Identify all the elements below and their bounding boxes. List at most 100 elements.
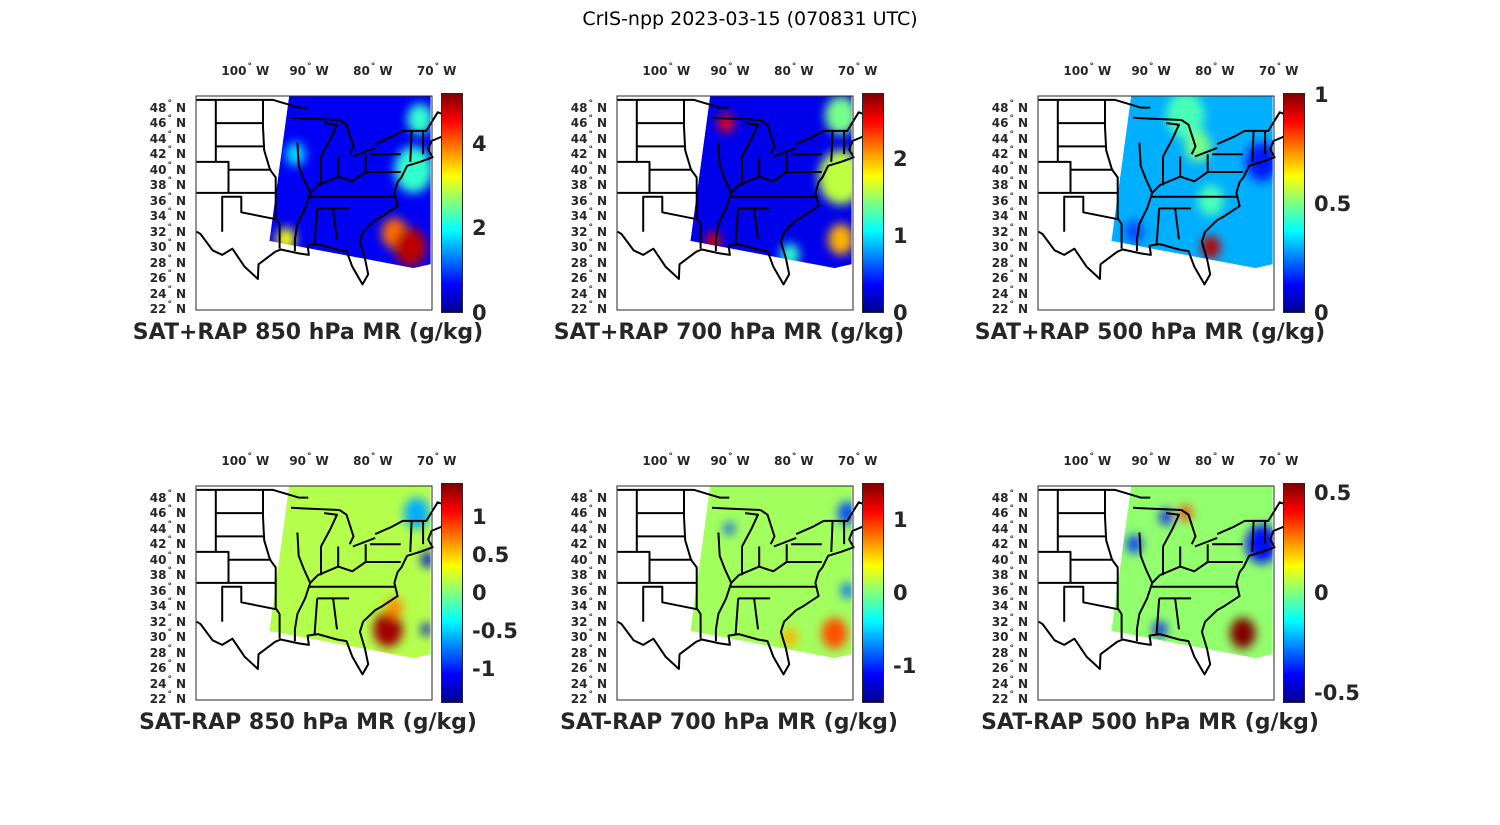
lat-value: 40	[149, 552, 167, 567]
west-label: W	[379, 64, 393, 78]
lat-tick-label: 36° N	[541, 582, 607, 598]
lat-tick-label: 30° N	[541, 238, 607, 254]
degree-symbol: °	[855, 452, 861, 462]
north-label: N	[1017, 116, 1028, 131]
lon-tick-label: 80° W	[774, 62, 813, 78]
lat-value: 40	[991, 162, 1009, 177]
degree-symbol: °	[167, 253, 172, 264]
data-region	[705, 231, 721, 251]
north-label: N	[1017, 131, 1028, 146]
data-region	[821, 617, 848, 649]
boundary-line	[221, 195, 281, 232]
north-label: N	[175, 614, 186, 629]
map-frame	[195, 95, 433, 311]
degree-symbol: °	[588, 519, 593, 530]
degree-symbol: °	[1212, 452, 1218, 462]
north-label: N	[1017, 552, 1028, 567]
north-label: N	[175, 100, 186, 115]
north-label: N	[1017, 521, 1028, 536]
lon-value: 100	[221, 454, 247, 468]
lat-value: 24	[149, 286, 167, 301]
north-label: N	[175, 552, 186, 567]
lat-tick-label: 26° N	[120, 659, 186, 675]
data-region	[782, 627, 798, 647]
boundary-line	[364, 154, 401, 173]
lon-tick-label: 90° W	[710, 452, 749, 468]
lat-tick-label: 46° N	[120, 504, 186, 520]
boundary-line	[741, 512, 759, 547]
data-region	[1166, 96, 1205, 139]
north-label: N	[596, 100, 607, 115]
lat-value: 30	[570, 630, 588, 645]
north-label: N	[175, 255, 186, 270]
degree-symbol: °	[588, 628, 593, 639]
swath-base	[690, 96, 852, 269]
west-label: W	[1097, 454, 1112, 468]
degree-symbol: °	[588, 535, 593, 546]
colorbar-tick-label: 0	[893, 301, 908, 325]
degree-symbol: °	[1009, 612, 1014, 623]
boundary-line	[617, 521, 874, 676]
data-region	[1159, 509, 1173, 525]
boundary-line	[1162, 512, 1180, 547]
degree-symbol: °	[1009, 238, 1014, 249]
degree-symbol: °	[307, 452, 312, 462]
lat-tick-label: 28° N	[120, 253, 186, 270]
lat-tick-label: 28° N	[962, 643, 1028, 660]
west-label: W	[315, 454, 329, 468]
lat-value: 26	[570, 661, 588, 676]
degree-symbol: °	[1212, 62, 1218, 72]
west-label: W	[379, 454, 393, 468]
north-label: N	[175, 676, 186, 691]
degree-symbol: °	[588, 690, 593, 701]
boundary-line	[309, 561, 367, 584]
lat-value: 44	[149, 521, 167, 536]
lon-value: 90	[710, 64, 728, 78]
lat-value: 24	[991, 676, 1009, 691]
degree-symbol: °	[1009, 550, 1014, 561]
north-label: N	[596, 552, 607, 567]
lat-tick-label: 44° N	[962, 520, 1028, 536]
north-label: N	[1017, 302, 1028, 317]
lon-tick-label: 70° W	[838, 62, 877, 78]
lat-value: 48	[149, 490, 167, 505]
lat-value: 32	[570, 224, 588, 239]
lat-tick-label: 34° N	[120, 597, 186, 613]
boundary-line	[714, 142, 733, 252]
lat-value: 46	[991, 506, 1009, 521]
boundary-line	[759, 509, 776, 545]
lat-tick-label: 48° N	[962, 489, 1028, 505]
degree-symbol: °	[588, 659, 593, 670]
degree-symbol: °	[588, 269, 593, 280]
degree-symbol: °	[588, 145, 593, 156]
lat-tick-label: 42° N	[962, 145, 1028, 161]
degree-symbol: °	[370, 452, 376, 462]
boundary-line	[773, 146, 797, 158]
boundary-line	[683, 489, 698, 610]
boundary-line	[1063, 195, 1123, 232]
boundary-line	[409, 130, 413, 162]
degree-symbol: °	[1009, 581, 1014, 592]
lat-tick-label: 36° N	[962, 581, 1028, 598]
lat-value: 22	[991, 302, 1009, 317]
lat-tick-label: 40° N	[962, 550, 1028, 567]
lat-value: 24	[570, 286, 588, 301]
degree-symbol: °	[167, 176, 172, 187]
lat-tick-label: 26° N	[541, 269, 607, 285]
lon-value: 100	[221, 64, 247, 78]
north-label: N	[175, 302, 186, 317]
boundary-line	[1132, 116, 1148, 120]
lat-value: 44	[570, 521, 588, 536]
panel-title: SAT-RAP 700 hPa MR (g/kg)	[560, 710, 898, 735]
north-label: N	[596, 193, 607, 208]
degree-symbol: °	[588, 597, 593, 608]
lat-value: 36	[991, 583, 1009, 598]
lat-value: 30	[149, 240, 167, 255]
north-label: N	[175, 224, 186, 239]
map-plot	[195, 485, 453, 701]
degree-symbol: °	[1009, 643, 1014, 654]
lon-value: 80	[774, 64, 791, 78]
panel-title: SAT+RAP 700 hPa MR (g/kg)	[553, 320, 905, 345]
boundary-line	[683, 99, 698, 220]
lat-tick-label: 42° N	[962, 535, 1028, 551]
